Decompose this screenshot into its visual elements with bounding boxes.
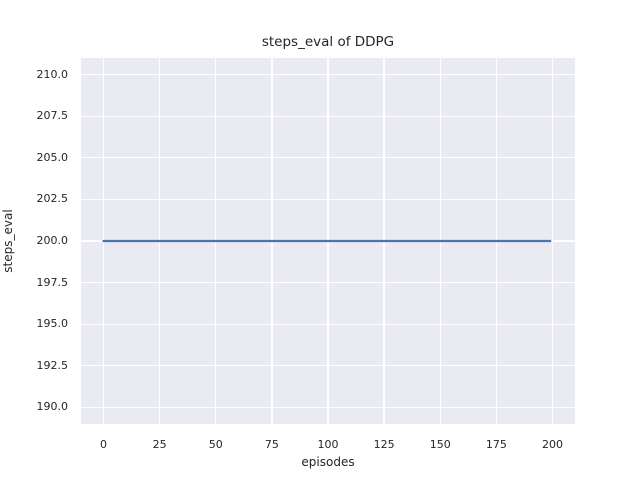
y-tick-label: 202.5 — [36, 192, 69, 206]
x-tick-label: 25 — [152, 438, 167, 451]
y-tick-label: 197.5 — [36, 275, 69, 289]
x-tick-label: 150 — [429, 438, 451, 451]
y-tick-label: 210.0 — [36, 67, 69, 81]
x-tick-label: 0 — [99, 438, 107, 451]
x-tick-label: 175 — [485, 438, 507, 451]
y-axis-label: steps_eval — [1, 209, 15, 273]
x-tick-label: 50 — [208, 438, 223, 451]
y-gridline — [81, 281, 575, 284]
y-tick-label: 192.5 — [36, 358, 69, 372]
y-gridline — [81, 115, 575, 117]
y-tick-label: 195.0 — [36, 317, 69, 331]
y-gridline — [81, 365, 575, 367]
x-tick-label: 200 — [542, 438, 564, 451]
x-axis-label: episodes — [301, 455, 355, 469]
y-gridline — [81, 198, 575, 201]
y-tick-label: 207.5 — [36, 109, 69, 123]
y-gridline — [81, 323, 575, 325]
data-series-layer — [102, 239, 552, 243]
y-tick-label: 200.0 — [36, 234, 69, 247]
y-gridline — [81, 157, 575, 159]
y-gridline — [81, 73, 575, 76]
y-tick-label: 205.0 — [36, 150, 69, 164]
x-tick-label: 125 — [373, 438, 395, 451]
chart-title: steps_eval of DDPG — [261, 34, 395, 50]
x-tick-label: 75 — [264, 438, 279, 451]
plot-area — [81, 58, 575, 424]
y-gridline — [81, 406, 575, 408]
x-tick-label: 100 — [317, 438, 339, 451]
y-tick-label: 190.0 — [36, 400, 69, 414]
